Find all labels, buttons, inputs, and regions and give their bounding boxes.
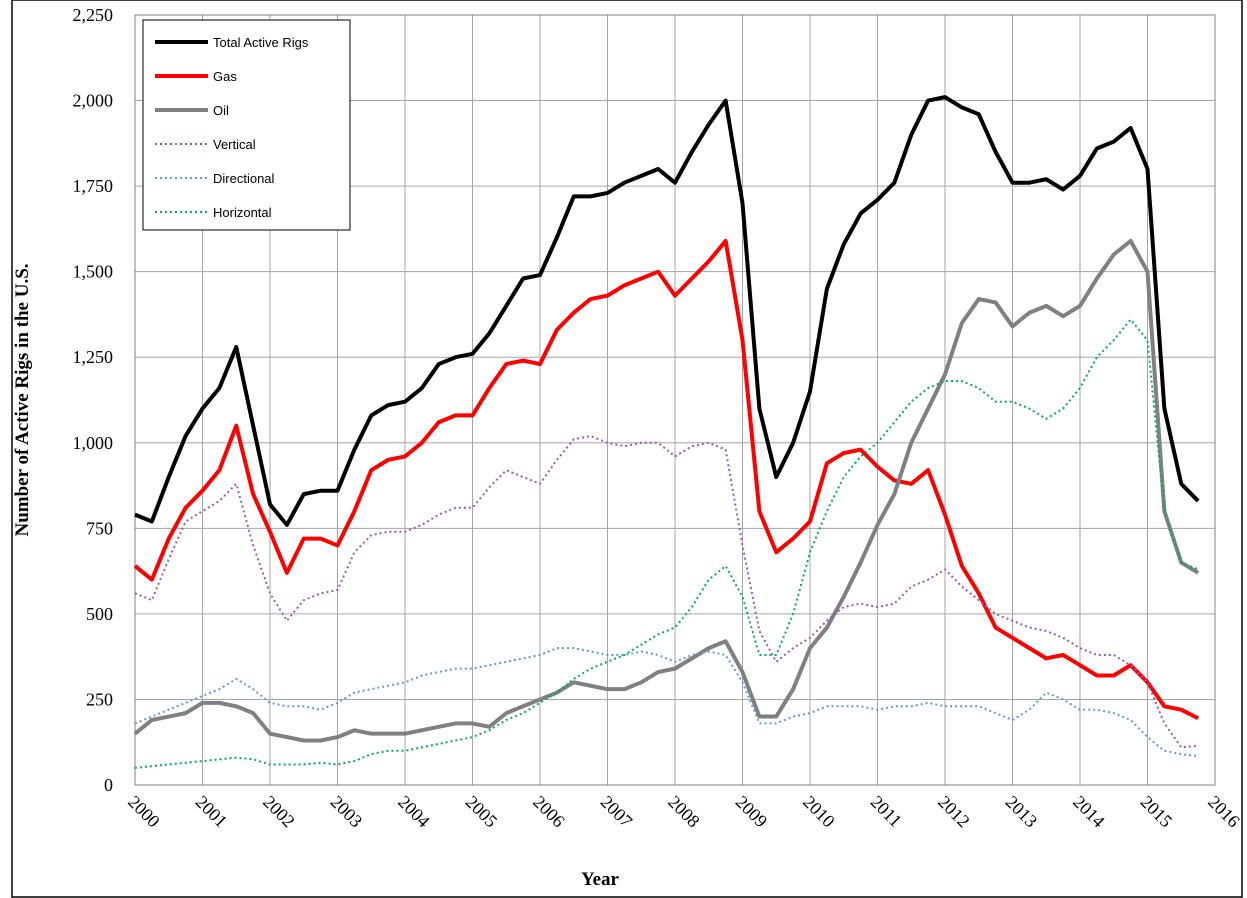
y-tick-label: 750: [86, 518, 113, 538]
y-tick-label: 1,000: [73, 433, 114, 453]
y-tick-label: 2,000: [73, 91, 114, 111]
legend-label: Directional: [213, 171, 275, 186]
series-line: [134, 95, 1200, 527]
series-line: [134, 318, 1199, 769]
y-tick-label: 1,750: [73, 176, 114, 196]
legend-label: Vertical: [213, 137, 256, 152]
series-line: [133, 238, 1200, 721]
legend-label: Oil: [213, 103, 229, 118]
y-tick-label: 500: [86, 604, 113, 624]
series-line: [133, 238, 1200, 743]
legend-label: Horizontal: [213, 205, 272, 220]
legend-label: Total Active Rigs: [213, 35, 309, 50]
legend-label: Gas: [213, 69, 237, 84]
y-tick-label: 250: [86, 689, 113, 709]
x-axis-label: Year: [581, 869, 620, 890]
y-axis-label: Number of Active Rigs in the U.S.: [12, 263, 33, 536]
series-line: [134, 647, 1199, 757]
series-line: [134, 434, 1199, 749]
y-tick-label: 0: [104, 775, 113, 795]
legend-box: [142, 19, 351, 231]
y-tick-label: 1,250: [73, 347, 114, 367]
y-tick-label: 2,250: [73, 5, 114, 25]
y-tick-label: 1,500: [73, 262, 114, 282]
plot-border: [134, 14, 1216, 786]
